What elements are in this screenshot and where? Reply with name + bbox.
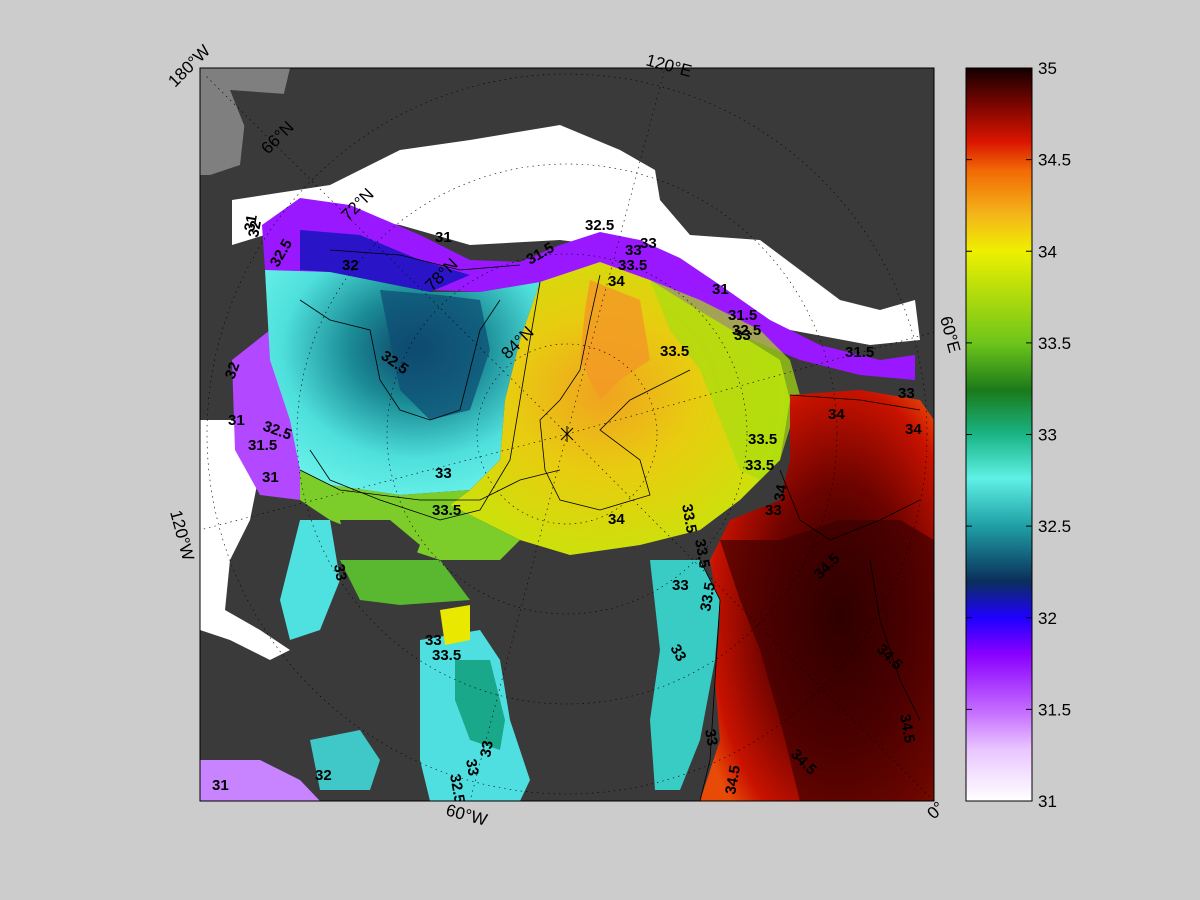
colorbar-tick-label: 35 [1038, 59, 1057, 78]
colorbar-ticks: 35 34.5 34 33.5 33 32.5 32 31.5 31 [966, 59, 1071, 811]
contour-label: 34 [608, 511, 625, 528]
lon-label-0: 0° [923, 798, 948, 823]
colorbar-tick-label: 31 [1038, 792, 1057, 811]
contour-label: 33 [477, 739, 497, 758]
contour-label: 32 [222, 360, 244, 381]
contour-label: 32 [315, 767, 332, 784]
contour-label: 31.5 [728, 307, 757, 324]
contour-label: 33 [435, 465, 452, 482]
contour-label: 34 [828, 406, 845, 423]
contour-label: 34 [608, 273, 625, 290]
contour-label: 34 [905, 421, 922, 438]
contour-label: 31 [241, 213, 261, 232]
north-pole-marker [560, 426, 574, 442]
contour-label: 33 [330, 563, 350, 582]
contour-lines [299, 249, 921, 801]
contour-label: 33.5 [432, 502, 461, 519]
contour-label: 33.5 [618, 257, 647, 274]
contour-label: 31.5 [845, 344, 874, 361]
contour-label: 33.5 [678, 503, 700, 535]
contour-label: 32.5 [446, 773, 468, 805]
contour-label: 32.5 [732, 322, 761, 339]
sea-ice-west [200, 420, 290, 660]
contour-label: 33 [898, 385, 915, 402]
contour-label: 33 [701, 728, 721, 747]
contour-label: 31 [228, 412, 245, 429]
sea-ice-north [232, 125, 920, 345]
contour-label: 31 [262, 469, 279, 486]
colorbar-tick-label: 33.5 [1038, 334, 1071, 353]
contour-label: 34.5 [722, 764, 744, 796]
contour-label: 33.5 [691, 538, 713, 570]
contour-label: 33.5 [697, 581, 719, 613]
contour-label: 31 [212, 777, 229, 794]
colorbar-tick-label: 31.5 [1038, 700, 1071, 719]
lon-label-60w: 60°W [444, 801, 489, 830]
contour-label: 31.5 [248, 437, 277, 454]
contour-label: 33 [667, 642, 690, 665]
contour-label: 32 [245, 219, 265, 238]
contour-label: 34 [771, 483, 791, 503]
colorbar-tick-label: 34 [1038, 242, 1057, 261]
map-frame [199, 67, 935, 802]
contour-label: 33 [625, 242, 642, 259]
lon-label-120w: 120°W [166, 508, 198, 562]
contour-label: 34.5 [896, 713, 918, 745]
colorbar-tick-label: 32 [1038, 609, 1057, 628]
contour-label: 31 [435, 229, 452, 246]
contour-label: 33 [672, 577, 689, 594]
contour-label: 33 [462, 758, 482, 777]
greenland [470, 555, 660, 801]
contour-label: 33 [425, 632, 442, 649]
contour-label: 33.5 [748, 431, 777, 448]
contour-label: 33 [734, 327, 751, 344]
colorbar-gradient [965, 67, 1033, 802]
contour-label: 32.5 [585, 217, 614, 234]
colorbar-tick-label: 32.5 [1038, 517, 1071, 536]
contour-label: 33.5 [660, 343, 689, 360]
contour-label: 32 [342, 257, 359, 274]
contour-label: 31 [712, 281, 729, 298]
map-area: 66°N 72°N 78°N 84°N 31 31 31 31 31 31 31… [200, 68, 934, 805]
contour-label: 33 [765, 502, 782, 519]
colorbar: 35 34.5 34 33.5 33 32.5 32 31.5 31 [965, 59, 1071, 811]
colorbar-tick-label: 34.5 [1038, 151, 1071, 170]
lon-label-60e: 60°E [936, 314, 964, 355]
east-greenland-current [650, 560, 720, 790]
colorbar-tick-label: 33 [1038, 426, 1057, 445]
contour-label: 33.5 [432, 647, 461, 664]
contour-label: 33 [640, 235, 657, 252]
graticule [200, 68, 934, 801]
contour-label: 33.5 [745, 457, 774, 474]
